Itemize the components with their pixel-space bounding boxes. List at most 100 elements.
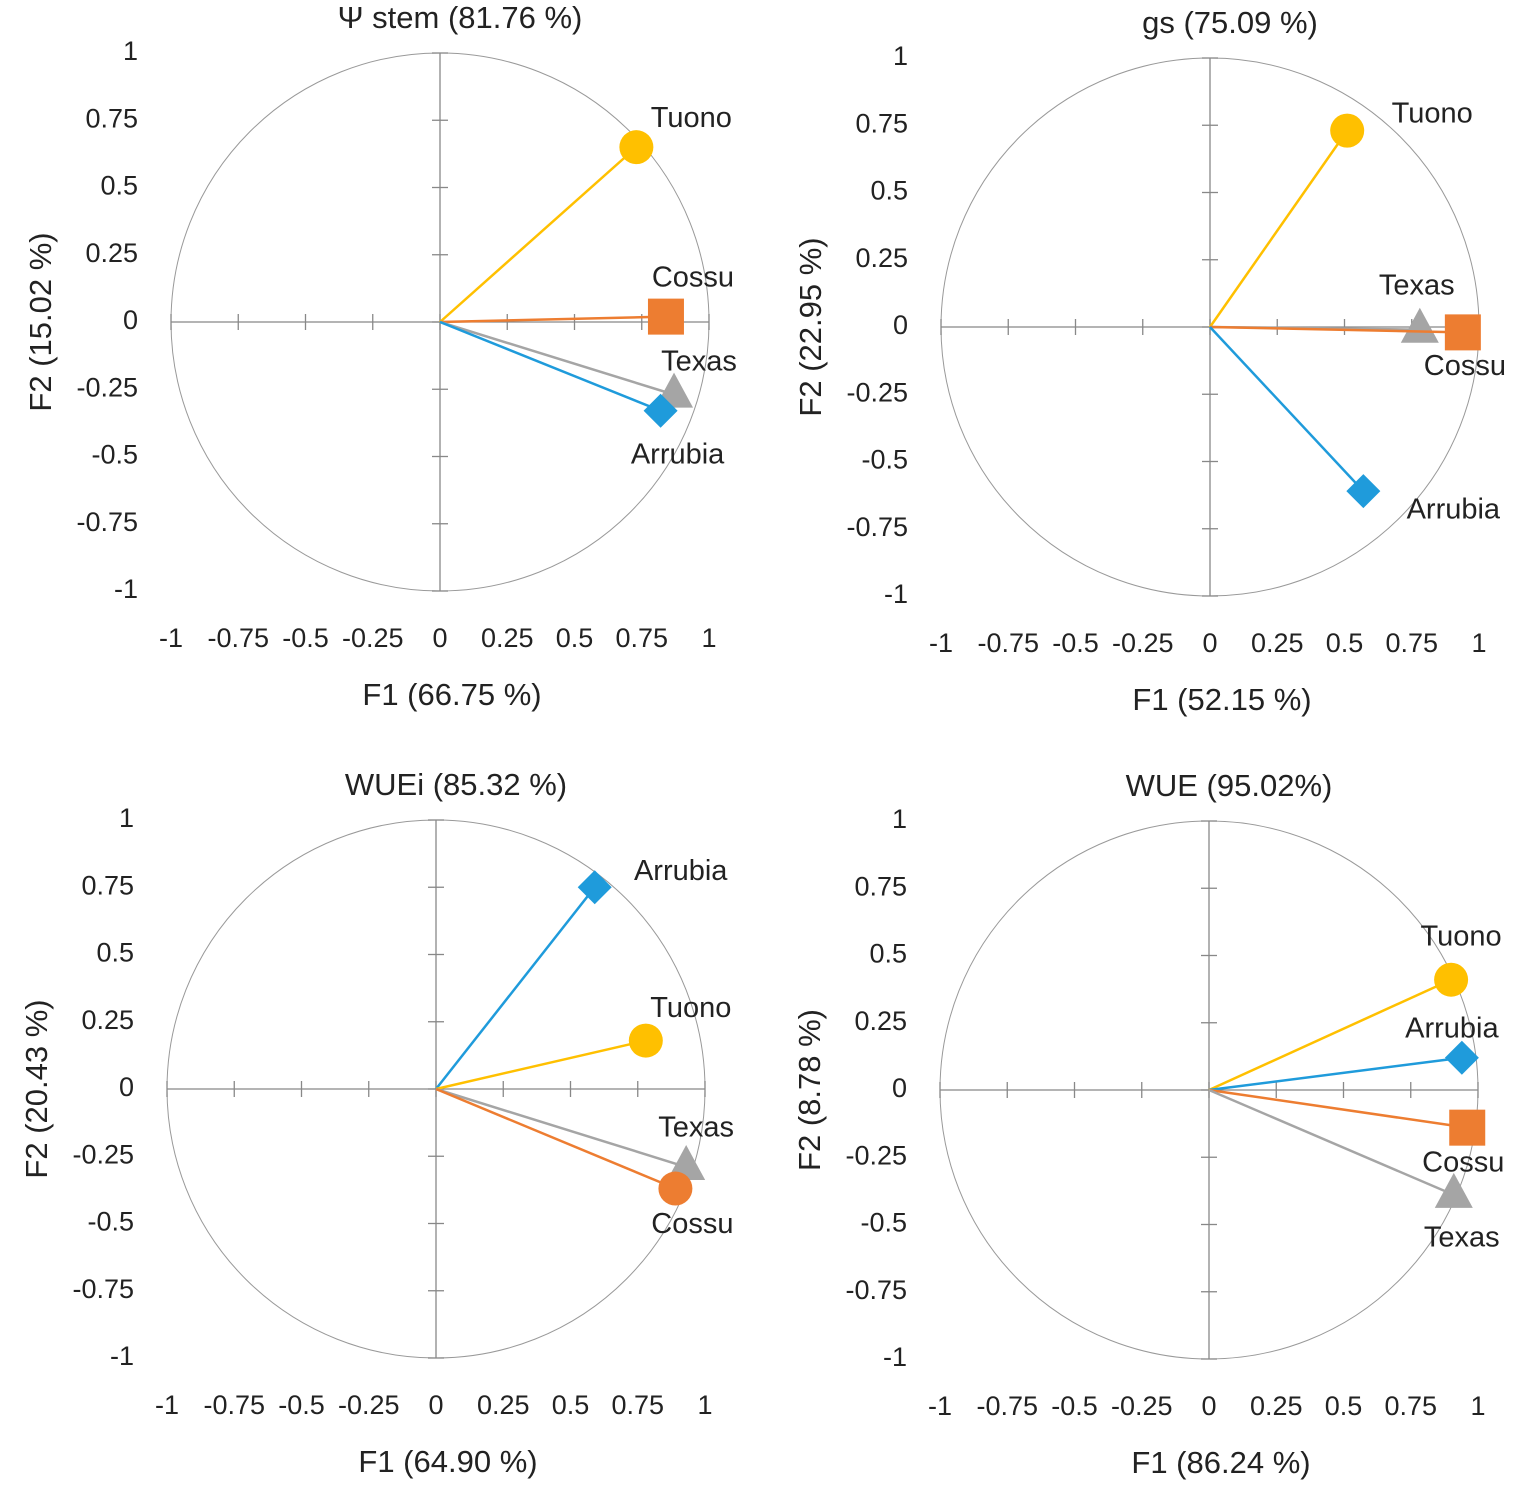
y-tick-label: -1	[114, 574, 138, 604]
vector	[1208, 129, 1349, 328]
x-tick-label: -0.5	[1052, 628, 1099, 658]
point	[658, 1171, 693, 1206]
x-tick-label: 0.25	[1250, 1391, 1303, 1421]
y-tick-label: -0.75	[76, 507, 138, 537]
vector	[1208, 1056, 1463, 1092]
x-tick-label: 0.75	[1384, 1391, 1437, 1421]
point-label: Texas	[658, 1112, 734, 1144]
point	[1346, 474, 1381, 509]
x-tick-label: -0.5	[1051, 1391, 1098, 1421]
x-tick-label: 0.75	[1385, 628, 1438, 658]
point	[1444, 1040, 1479, 1075]
y-tick-label: 1	[123, 36, 138, 66]
vector	[435, 1087, 676, 1190]
y-tick-label: 1	[119, 803, 134, 833]
x-tick-label: 0.5	[1325, 1391, 1363, 1421]
x-tick-label: 0.75	[615, 623, 668, 653]
x-tick-label: 0	[432, 623, 447, 653]
y-axis-title: F2 (20.43 %)	[19, 999, 54, 1178]
x-tick-label: -0.75	[203, 1390, 265, 1420]
x-tick-label: -0.75	[207, 623, 269, 653]
point-label: Tuono	[1392, 97, 1473, 129]
point-label: Texas	[1424, 1222, 1500, 1254]
y-axis-title: F2 (15.02 %)	[23, 232, 58, 411]
x-axis-title: F1 (52.15 %)	[1132, 682, 1311, 717]
y-tick-label: -0.25	[846, 377, 908, 407]
x-tick-label: 0.25	[481, 623, 534, 653]
point	[628, 1023, 663, 1058]
y-tick-label: 0	[892, 1073, 907, 1103]
x-tick-label: -0.75	[977, 628, 1039, 658]
x-tick-label: 1	[697, 1390, 712, 1420]
point	[647, 298, 684, 335]
point-label: Texas	[1379, 269, 1455, 301]
point-label: Arrubia	[634, 855, 728, 887]
x-tick-label: -0.25	[1112, 628, 1174, 658]
point-label: Cossu	[651, 1208, 733, 1240]
y-tick-label: 0.75	[81, 870, 134, 900]
point	[1330, 113, 1365, 148]
vector	[439, 320, 675, 396]
y-tick-label: -0.25	[72, 1139, 134, 1169]
x-tick-label: 1	[1470, 1391, 1485, 1421]
chart-title: Ψ stem (81.76 %)	[338, 0, 583, 35]
y-tick-label: -1	[884, 579, 908, 609]
y-axis-title: F2 (8.78 %)	[792, 1009, 827, 1171]
point-label: Cossu	[1424, 350, 1506, 382]
y-tick-label: -0.5	[87, 1207, 134, 1237]
chart-title: WUEi (85.32 %)	[345, 767, 567, 802]
point	[643, 393, 678, 428]
y-tick-label: -1	[110, 1341, 134, 1371]
point-label: Tuono	[651, 102, 732, 134]
point	[619, 130, 654, 165]
x-tick-label: -0.5	[282, 623, 329, 653]
x-tick-label: -1	[928, 1391, 952, 1421]
vector	[1208, 1088, 1468, 1129]
y-tick-label: -0.75	[72, 1274, 134, 1304]
vector	[435, 1039, 647, 1091]
vector	[439, 146, 638, 323]
y-tick-label: -0.5	[91, 440, 138, 470]
x-tick-label: 0.5	[556, 623, 594, 653]
y-tick-label: -0.5	[861, 445, 908, 475]
point	[667, 1145, 706, 1181]
chart-title: gs (75.09 %)	[1142, 5, 1318, 40]
y-tick-label: -0.25	[76, 372, 138, 402]
point-label: Cossu	[652, 261, 734, 293]
x-tick-label: 0.5	[552, 1390, 590, 1420]
point-label: Texas	[661, 345, 737, 377]
x-tick-label: 0	[1202, 628, 1217, 658]
x-tick-label: -0.5	[278, 1390, 325, 1420]
x-tick-label: -1	[929, 628, 953, 658]
chart-title: WUE (95.02%)	[1126, 768, 1333, 803]
vector	[439, 320, 662, 412]
x-tick-label: 0.75	[611, 1390, 664, 1420]
point	[577, 870, 612, 905]
x-axis-title: F1 (64.90 %)	[358, 1444, 537, 1479]
x-tick-label: 1	[701, 623, 716, 653]
y-tick-label: 0.25	[81, 1005, 134, 1035]
x-tick-label: -1	[155, 1390, 179, 1420]
point-label: Arrubia	[631, 438, 725, 470]
y-tick-label: 0.75	[85, 103, 138, 133]
vector	[1209, 326, 1365, 492]
y-tick-label: 0.25	[855, 243, 908, 273]
point-label: Tuono	[1421, 920, 1502, 952]
y-tick-label: -0.25	[845, 1140, 907, 1170]
y-tick-label: -0.75	[846, 512, 908, 542]
point-label: Arrubia	[1407, 494, 1501, 526]
y-tick-label: 0.25	[854, 1006, 907, 1036]
point-label: Arrubia	[1405, 1012, 1499, 1044]
y-axis-title: F2 (22.95 %)	[793, 237, 828, 416]
point-label: Tuono	[650, 992, 731, 1024]
y-tick-label: -0.75	[845, 1275, 907, 1305]
y-tick-label: 0	[119, 1072, 134, 1102]
y-tick-label: 0.75	[854, 871, 907, 901]
vector	[1209, 325, 1463, 334]
y-tick-label: 0.25	[85, 238, 138, 268]
x-tick-label: 0	[428, 1390, 443, 1420]
y-tick-label: 0.5	[870, 176, 908, 206]
point	[1434, 962, 1469, 997]
y-tick-label: -1	[883, 1342, 907, 1372]
